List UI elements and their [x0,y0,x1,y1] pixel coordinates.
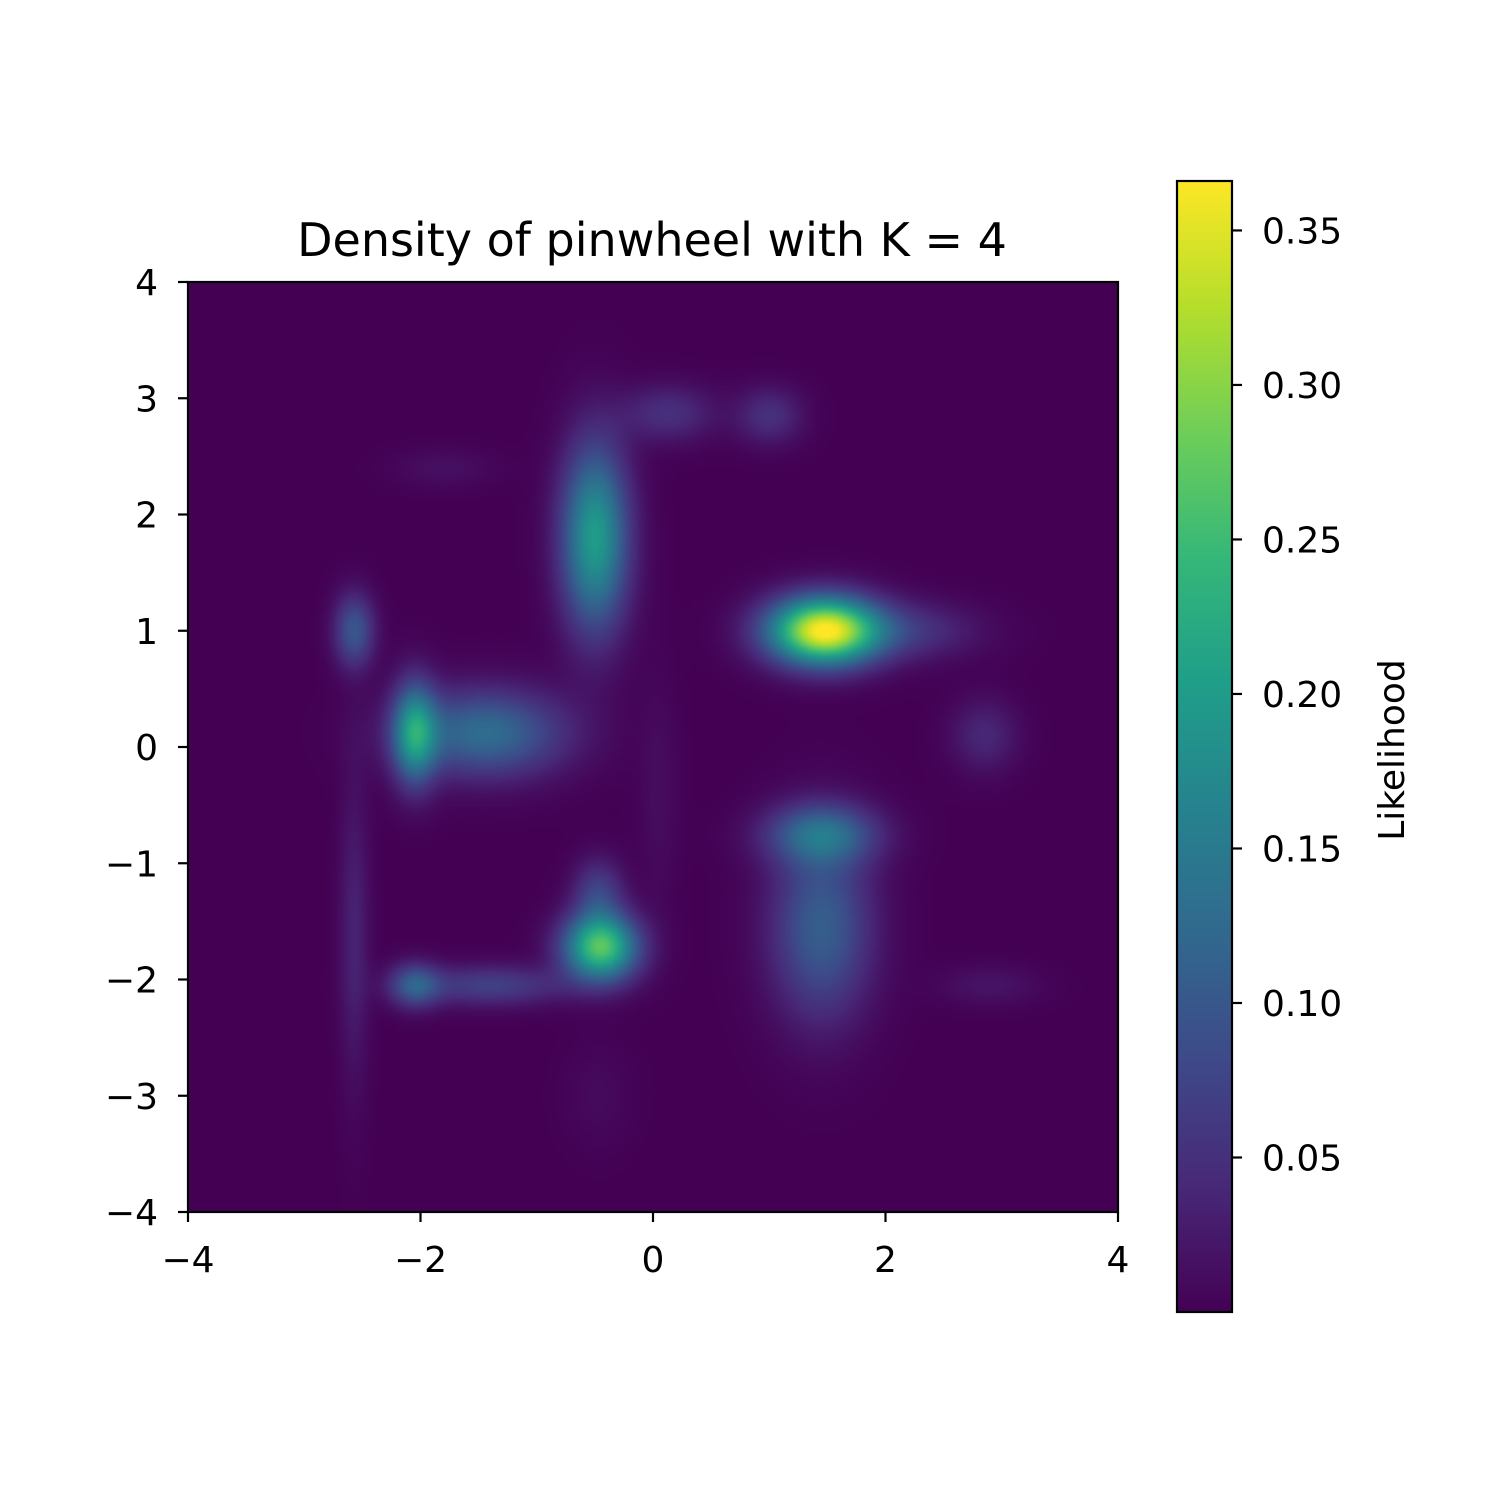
x-tick-label: −4 [161,1240,214,1281]
colorbar-tick-label: 0.15 [1262,829,1342,870]
colorbar-tick-label: 0.10 [1262,984,1342,1025]
colorbar-gradient [1177,181,1232,1312]
y-tick-label: 2 [135,496,158,537]
colorbar-tick-label: 0.35 [1262,211,1342,252]
y-tick-label: −2 [105,961,158,1002]
y-tick-label: −1 [105,844,158,885]
y-axis: −4 −3 −2 −1 0 1 2 3 4 [105,263,188,1234]
density-heatmap [188,282,1118,1212]
colorbar-tick-label: 0.30 [1262,366,1342,407]
y-tick-label: −4 [105,1193,158,1234]
colorbar-label: Likelihood [1372,659,1413,841]
colorbar-tick-label: 0.20 [1262,675,1342,716]
colorbar-frame [1175,179,1234,1314]
y-tick-label: 4 [135,263,158,304]
x-axis: −4 −2 0 2 4 [161,1212,1129,1281]
heatmap-plot-area [186,280,1120,1214]
x-tick-label: 2 [874,1240,897,1281]
colorbar: 0.05 0.10 0.15 0.20 0.25 0.30 0.35 Likelihood [1175,179,1413,1314]
colorbar-tick-label: 0.05 [1262,1138,1342,1179]
x-tick-label: 4 [1107,1240,1130,1281]
y-tick-label: 0 [135,728,158,769]
colorbar-tick-label: 0.25 [1262,520,1342,561]
colorbar-ticks: 0.05 0.10 0.15 0.20 0.25 0.30 0.35 [1232,211,1342,1179]
chart-title: Density of pinwheel with K = 4 [297,213,1007,267]
y-tick-label: −3 [105,1077,158,1118]
y-tick-label: 1 [135,612,158,653]
x-tick-label: 0 [642,1240,665,1281]
y-tick-label: 3 [135,379,158,420]
x-tick-label: −2 [394,1240,447,1281]
